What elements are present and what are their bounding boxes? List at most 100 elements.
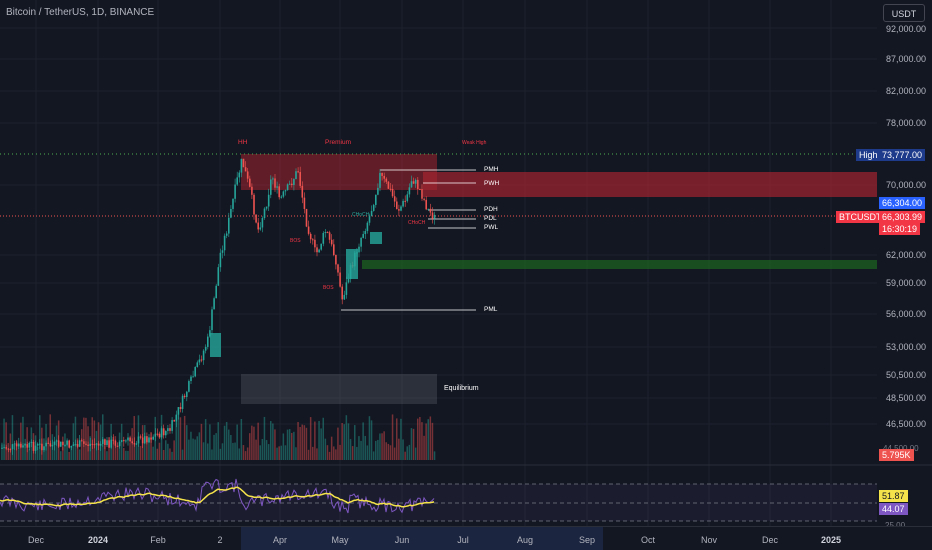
candle-body	[427, 208, 430, 210]
volume-bar	[280, 445, 282, 460]
volume-bar	[402, 439, 404, 460]
volume-bar	[347, 423, 350, 460]
price-tick: 70,000.00	[885, 180, 926, 190]
volume-bar	[123, 448, 125, 460]
candle-body	[156, 433, 159, 435]
candle-body	[223, 235, 226, 251]
candle-body	[414, 179, 417, 184]
demand-zone	[362, 260, 877, 269]
volume-bar	[299, 426, 301, 460]
candle-body	[68, 440, 70, 448]
candle-body	[299, 171, 301, 186]
volume-bar	[18, 443, 20, 460]
candle-body	[204, 346, 207, 351]
time-label: Apr	[272, 535, 288, 545]
candle-body	[95, 443, 98, 445]
volume-bar	[76, 438, 79, 460]
currency-button[interactable]: USDT	[883, 4, 925, 22]
candle-body	[175, 414, 178, 422]
candle-body	[333, 244, 335, 255]
candle-body	[106, 440, 108, 446]
candle-body	[274, 178, 276, 188]
volume-bar	[55, 425, 58, 460]
candle-body	[423, 198, 425, 200]
volume-bar	[282, 433, 285, 460]
volume-bar	[116, 445, 119, 460]
volume-bar	[20, 422, 22, 460]
volume-bar	[370, 420, 373, 460]
candle-body	[200, 359, 203, 361]
price-tick: 92,000.00	[885, 24, 926, 34]
time-axis[interactable]: Dec 2024 Feb 2 Apr May Jun Jul Aug Sep O…	[0, 526, 932, 550]
volume-bar	[131, 428, 133, 460]
pdl-label: PDL	[484, 215, 497, 222]
countdown-badge: 16:30:19	[879, 223, 921, 235]
candle-body	[249, 178, 251, 187]
volume-bar	[427, 419, 429, 460]
volume-tick: 44,500.00	[880, 443, 922, 455]
volume-bar	[255, 439, 257, 460]
symbol-title[interactable]: Bitcoin / TetherUS, 1D, BINANCE	[6, 7, 155, 18]
candle-body	[244, 167, 247, 172]
candle-body	[324, 232, 327, 234]
candle-body	[240, 158, 243, 173]
volume-bar	[129, 443, 131, 460]
volume-bar	[238, 448, 240, 460]
volume-bar	[36, 446, 39, 460]
candle-body	[3, 447, 5, 449]
price-scale[interactable]: 92,000.00 87,000.00 82,000.00 78,000.00 …	[877, 0, 932, 526]
price-tick: 62,000.00	[885, 250, 926, 260]
candle-body	[417, 179, 419, 190]
time-label: 2024	[87, 535, 109, 545]
candle-body	[173, 420, 175, 422]
candle-body	[198, 359, 201, 363]
volume-bar	[78, 449, 81, 460]
candle-body	[375, 194, 377, 205]
volume-bar	[32, 433, 35, 460]
candle-body	[251, 186, 253, 195]
candle-body	[379, 172, 381, 188]
candle-body	[259, 227, 262, 230]
volume-bar	[7, 443, 9, 460]
candle-body	[242, 158, 245, 168]
price-tick: 48,500.00	[885, 393, 926, 403]
volume-bar	[305, 427, 308, 460]
volume-bar	[102, 414, 104, 460]
volume-bar	[72, 423, 75, 460]
volume-bar	[200, 423, 203, 460]
candle-body	[410, 181, 413, 188]
candle-body	[186, 391, 188, 398]
candlestick-series	[1, 158, 436, 455]
candle-body	[160, 428, 163, 438]
candle-body	[87, 444, 89, 446]
volume-bar	[383, 431, 385, 460]
volume-bar	[377, 439, 379, 460]
candle-body	[368, 216, 371, 223]
candle-body	[316, 247, 318, 253]
volume-bar	[51, 434, 54, 460]
candle-body	[381, 172, 383, 176]
candle-body	[194, 367, 196, 377]
volume-bar	[57, 420, 60, 460]
volume-bar	[177, 414, 180, 460]
volume-bar	[372, 451, 375, 460]
volume-bar	[53, 441, 56, 460]
candle-body	[18, 443, 20, 447]
volume-bar	[81, 429, 83, 460]
candle-body	[263, 208, 266, 218]
volume-bar	[404, 451, 406, 460]
volume-bar	[68, 451, 70, 460]
volume-bar	[104, 445, 106, 460]
premium-label: Premium	[325, 139, 352, 146]
time-label: Oct	[640, 535, 656, 545]
volume-bar	[400, 418, 402, 460]
volume-bar	[379, 433, 381, 460]
choch-label: CHoCH	[408, 220, 426, 226]
candle-body	[288, 183, 291, 185]
pwh-label: PWH	[484, 180, 500, 187]
candle-body	[62, 441, 64, 446]
volume-bar	[221, 443, 224, 460]
candle-body	[217, 267, 220, 286]
level-lines	[341, 169, 476, 311]
